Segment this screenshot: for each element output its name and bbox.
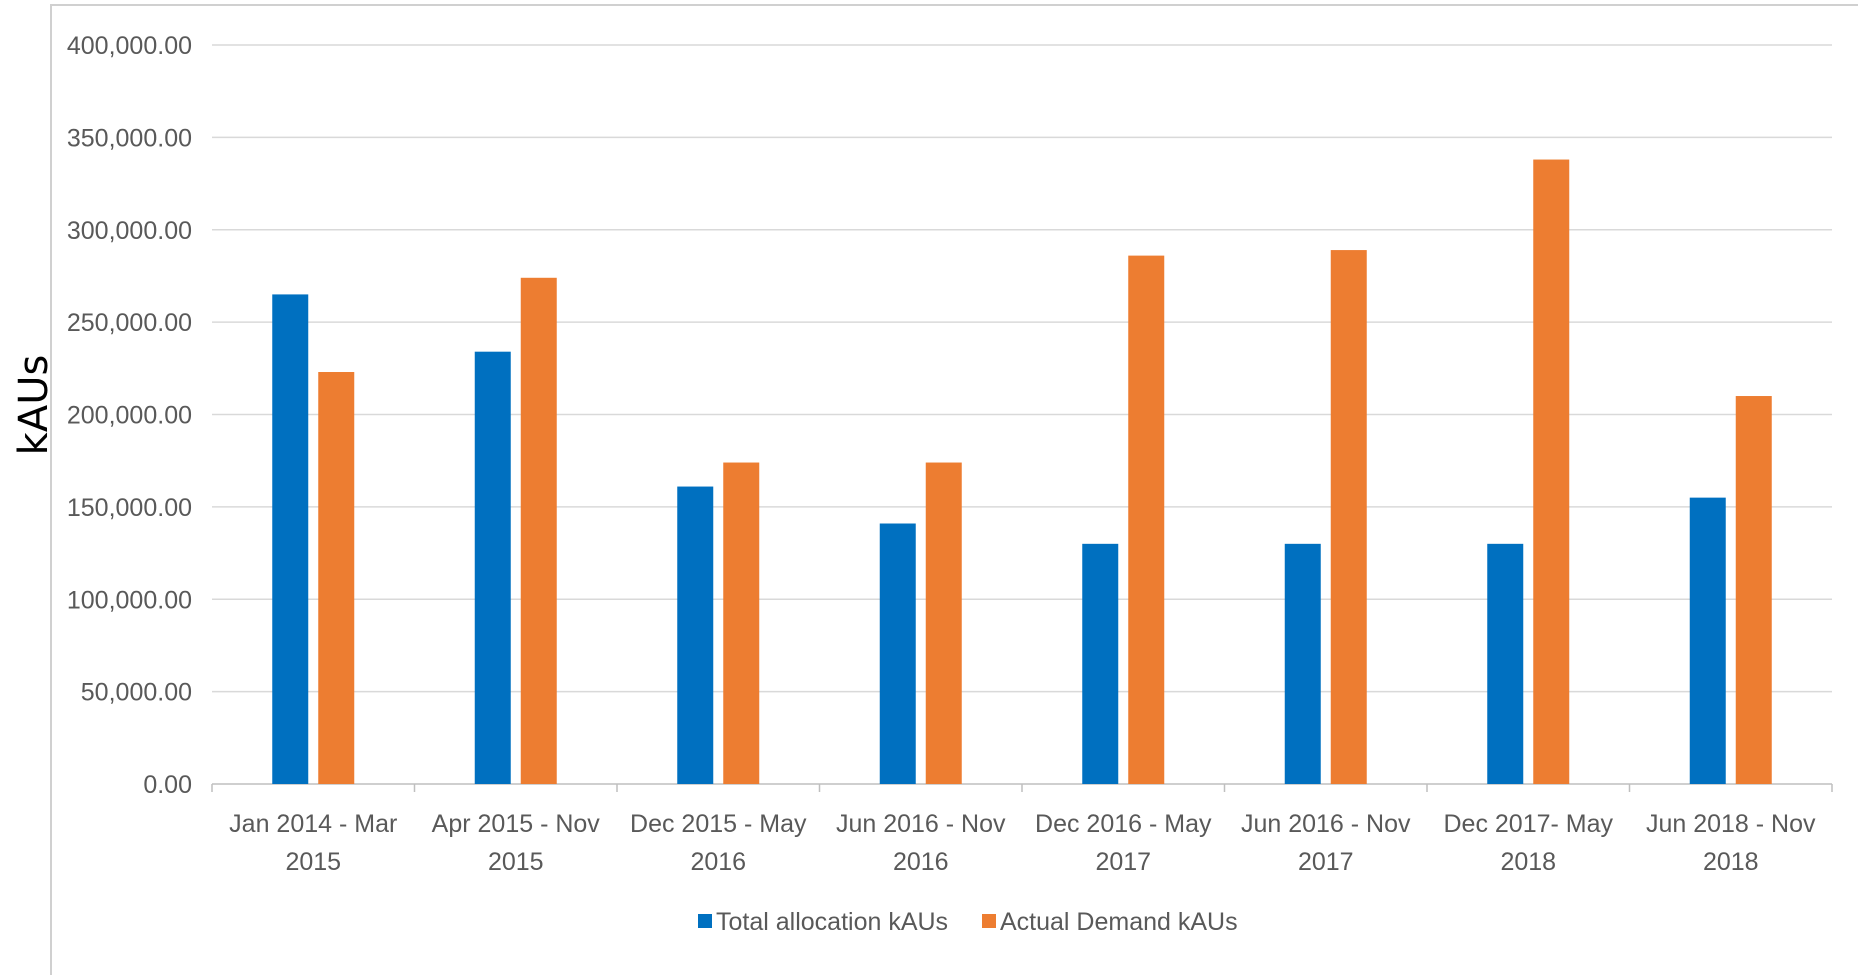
chart-frame <box>50 4 1858 975</box>
x-tick-label: 2015 <box>285 848 341 876</box>
legend: Total allocation kAUs Actual Demand kAUs <box>698 908 1238 936</box>
bar-total-allocation <box>1689 497 1726 784</box>
bar-actual-demand <box>723 462 760 784</box>
x-tick-label: 2017 <box>1298 848 1354 876</box>
x-tick-label: Jun 2016 - Nov <box>1241 810 1411 838</box>
x-tick-label: Jan 2014 - Mar <box>229 810 397 838</box>
y-axis-label: kAUs <box>11 355 57 456</box>
y-tick-label: 350,000.00 <box>67 124 192 152</box>
legend-label: Total allocation kAUs <box>716 908 948 936</box>
bar-total-allocation <box>879 523 916 784</box>
bar-actual-demand <box>1330 250 1367 784</box>
legend-label: Actual Demand kAUs <box>1000 908 1238 936</box>
x-tick-label: 2018 <box>1500 848 1556 876</box>
bar-total-allocation <box>1082 543 1119 784</box>
y-tick-label: 100,000.00 <box>67 586 192 614</box>
legend-swatch <box>698 914 712 928</box>
bar-total-allocation <box>677 486 714 784</box>
y-tick-label: 300,000.00 <box>67 217 192 245</box>
legend-swatch <box>982 914 996 928</box>
bar-actual-demand <box>520 277 557 784</box>
x-tick-label: 2016 <box>893 848 949 876</box>
x-tick-label: Apr 2015 - Nov <box>432 810 601 838</box>
y-tick-label: 200,000.00 <box>67 402 192 430</box>
bars <box>272 159 1772 785</box>
x-tick-label: Dec 2016 - May <box>1035 810 1212 838</box>
x-tick-label: 2017 <box>1095 848 1151 876</box>
bar-total-allocation <box>474 351 511 784</box>
bar-actual-demand <box>318 372 355 784</box>
y-tick-label: 150,000.00 <box>67 494 192 522</box>
bar-actual-demand <box>1128 255 1165 785</box>
y-tick-label: 400,000.00 <box>67 32 192 60</box>
gridlines <box>212 44 1832 693</box>
bar-total-allocation <box>1284 543 1321 784</box>
x-tick-label: 2015 <box>488 848 544 876</box>
y-tick-label: 50,000.00 <box>81 679 192 707</box>
y-tick-label: 250,000.00 <box>67 309 192 337</box>
bar-total-allocation <box>1487 543 1524 784</box>
x-axis-labels: Jan 2014 - Mar 2015 Apr 2015 - Nov 2015 Dec … <box>229 810 1816 876</box>
y-tick-label: 0.00 <box>143 771 192 799</box>
x-tick-label: 2016 <box>690 848 746 876</box>
y-axis-ticks: 0.00 50,000.00 100,000.00 150,000.00 200,000… <box>67 32 192 799</box>
bar-actual-demand <box>1533 159 1570 785</box>
bar-actual-demand <box>1735 396 1772 784</box>
bar-total-allocation <box>272 294 309 784</box>
x-tick-label: Jun 2016 - Nov <box>836 810 1006 838</box>
x-axis <box>211 783 1833 792</box>
x-tick-label: Dec 2015 - May <box>630 810 807 838</box>
x-tick-label: Jun 2018 - Nov <box>1646 810 1816 838</box>
x-tick-label: 2018 <box>1703 848 1759 876</box>
bar-actual-demand <box>925 462 962 784</box>
x-tick-label: Dec 2017- May <box>1443 810 1613 838</box>
